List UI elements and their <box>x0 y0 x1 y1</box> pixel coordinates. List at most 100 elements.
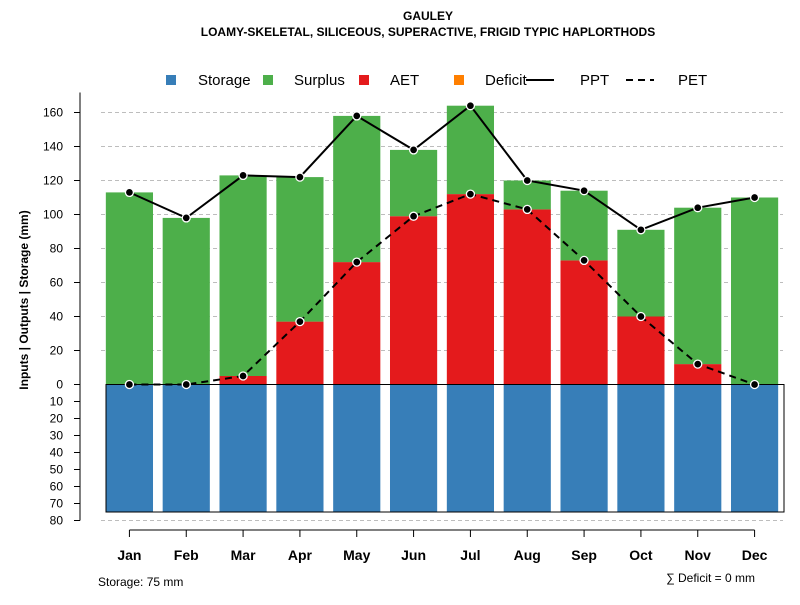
storage-bar <box>276 384 324 512</box>
legend-swatch <box>166 75 176 85</box>
pet-point <box>522 204 532 215</box>
y-tick-label: 140 <box>43 140 63 154</box>
chart-subtitle: LOAMY-SKELETAL, SILICEOUS, SUPERACTIVE, … <box>201 25 655 39</box>
storage-bar <box>333 384 381 512</box>
x-tick-label: Dec <box>742 547 768 563</box>
x-tick-label: Aug <box>514 547 541 563</box>
aet-bar <box>446 194 495 385</box>
y-tick-label: 20 <box>50 344 64 358</box>
y-tick-label: 70 <box>50 497 64 511</box>
surplus-bar <box>503 180 551 210</box>
axes: 0 20 40 60 80 100 120 140 160 10 20 30 40 50 60 70 80 Jan… <box>43 92 768 563</box>
x-tick-label: Jul <box>460 547 480 563</box>
x-tick-label: Sep <box>571 547 597 563</box>
surplus-bar <box>389 149 438 217</box>
pet-point <box>238 371 248 381</box>
aet-bar <box>617 316 665 385</box>
gridlines <box>101 112 783 521</box>
y-tick-label: 40 <box>50 310 64 324</box>
surplus-bar <box>446 105 495 195</box>
pet-point <box>465 189 476 199</box>
storage-bar <box>560 384 608 512</box>
pet-point <box>693 359 703 369</box>
legend-label: AET <box>390 72 419 89</box>
pet-point <box>295 316 305 327</box>
x-tick-label: Nov <box>685 547 712 563</box>
surplus-bar <box>105 192 154 385</box>
ppt-point <box>693 203 703 213</box>
y-tick-label: 60 <box>50 480 64 494</box>
y-tick-label: 100 <box>43 208 63 222</box>
pet-point <box>181 379 191 390</box>
y-tick-label: 30 <box>50 429 64 443</box>
storage-bar <box>446 384 495 512</box>
y-tick-label: 20 <box>50 412 64 426</box>
ppt-point <box>636 225 646 235</box>
y-tick-label: 10 <box>50 395 64 409</box>
x-tick-label: Jun <box>401 547 426 563</box>
pet-point <box>579 255 589 266</box>
legend-swatch <box>454 75 464 85</box>
aet-bar <box>560 260 608 385</box>
ppt-point <box>749 192 760 203</box>
legend-swatch <box>263 75 273 85</box>
legend-label: PPT <box>580 72 609 89</box>
aet-bar <box>389 216 438 385</box>
x-tick-label: Mar <box>231 547 256 563</box>
y-tick-label: 80 <box>50 242 64 256</box>
surplus-bar <box>333 115 381 263</box>
ppt-line <box>129 104 755 231</box>
aet-bar <box>333 262 381 385</box>
storage-bar <box>105 384 154 512</box>
storage-bar <box>219 384 267 512</box>
storage-bar <box>674 384 722 512</box>
ppt-point <box>408 145 419 155</box>
y-tick-label: 80 <box>50 514 64 528</box>
x-tick-label: Jan <box>117 547 141 563</box>
deficit-note: ∑ Deficit = 0 mm <box>666 571 755 585</box>
pet-point <box>352 257 362 267</box>
aet-bar <box>503 209 551 385</box>
x-tick-label: Oct <box>629 547 653 563</box>
legend-swatch <box>359 75 369 85</box>
legend-label: PET <box>678 72 707 89</box>
y-axis-label: Inputs | Outputs | Storage (mm) <box>17 210 31 389</box>
chart-legend: Storage Surplus AET Deficit PPT PET <box>166 72 707 89</box>
ppt-point <box>295 172 305 182</box>
y-tick-label: 50 <box>50 463 64 477</box>
bars <box>105 105 785 513</box>
chart-title: GAULEY <box>403 9 453 23</box>
pet-point <box>124 379 135 390</box>
ppt-point <box>124 187 135 198</box>
pet-point <box>749 379 760 390</box>
storage-bar <box>617 384 665 512</box>
legend-label: Surplus <box>294 72 345 89</box>
x-tick-label: Feb <box>174 547 199 563</box>
surplus-bar <box>162 217 210 385</box>
legend-label: Deficit <box>485 72 528 89</box>
ppt-point <box>352 111 362 121</box>
storage-note: Storage: 75 mm <box>98 575 183 589</box>
pet-point <box>636 311 646 322</box>
ppt-point <box>522 175 532 186</box>
ppt-point <box>238 170 248 181</box>
series-lines <box>124 101 760 390</box>
storage-bar <box>730 384 779 512</box>
ppt-point <box>579 186 589 196</box>
surplus-bar <box>674 207 722 365</box>
aet-bar <box>276 321 324 385</box>
pet-point <box>408 211 419 221</box>
y-tick-label: 40 <box>50 446 64 460</box>
ppt-point <box>465 101 476 111</box>
storage-bar <box>162 384 210 512</box>
surplus-bar <box>219 175 267 376</box>
legend-label: Storage <box>198 72 251 89</box>
y-tick-label: 60 <box>50 276 64 290</box>
storage-bar <box>503 384 551 512</box>
surplus-bar <box>276 177 324 322</box>
pet-line <box>129 193 755 386</box>
x-tick-label: Apr <box>288 547 313 563</box>
ppt-point <box>181 213 191 223</box>
